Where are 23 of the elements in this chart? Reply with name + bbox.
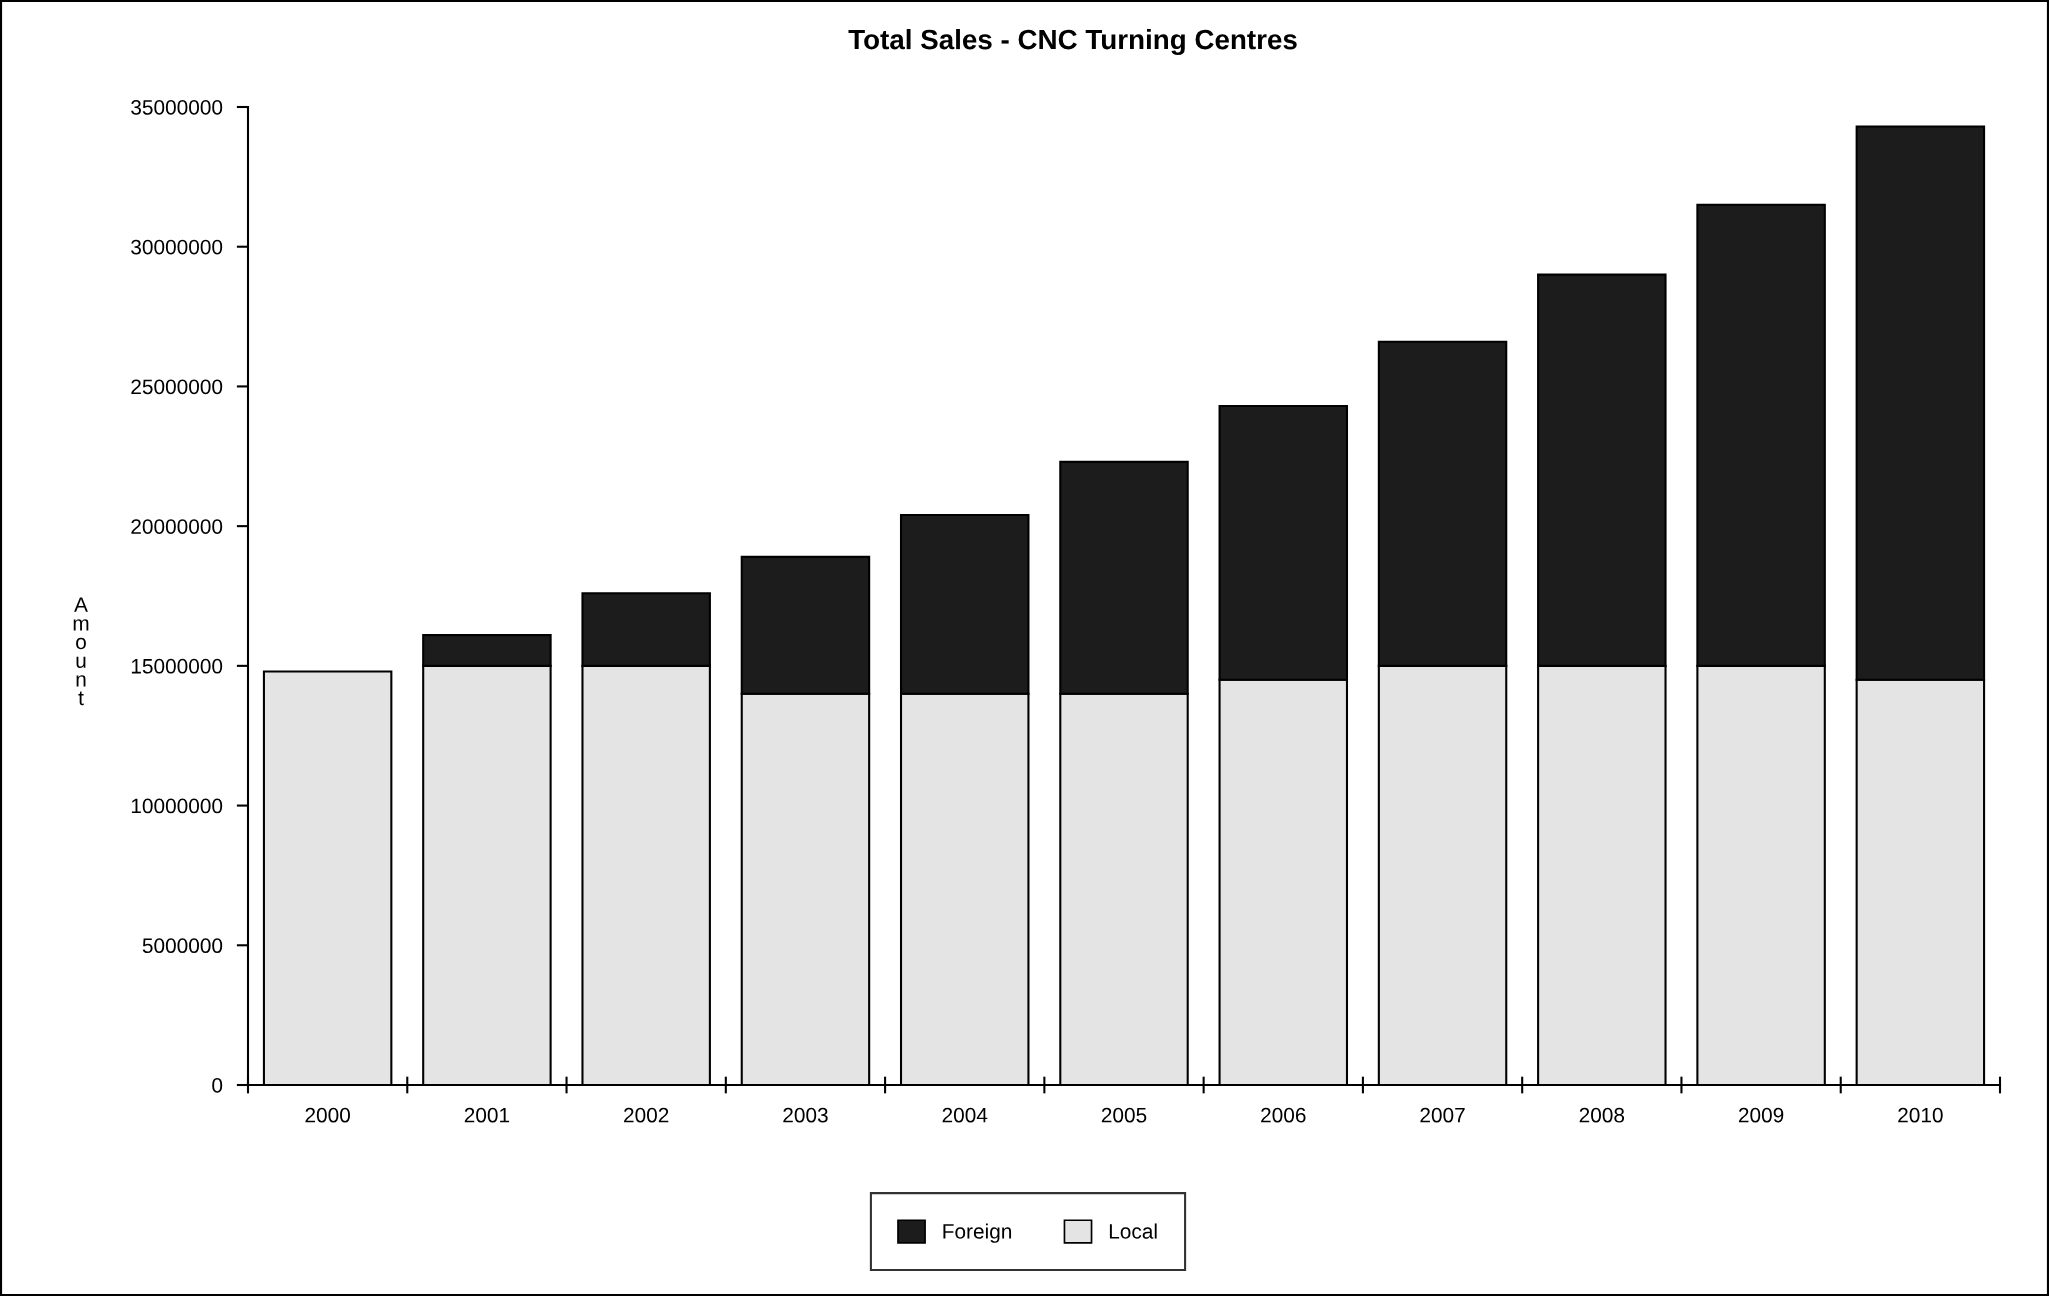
y-tick-label: 0 bbox=[212, 1078, 223, 1093]
y-tick-label: 10000000 bbox=[131, 798, 223, 814]
legend-label: Foreign bbox=[943, 1223, 1012, 1243]
y-axis-title: Amount bbox=[73, 597, 89, 706]
x-tick-label: 2002 bbox=[624, 1107, 669, 1123]
y-tick-label: 5000000 bbox=[142, 938, 223, 954]
x-tick-label: 2008 bbox=[1579, 1107, 1625, 1123]
y-tick-label: 25000000 bbox=[131, 379, 223, 395]
x-tick-label: 2004 bbox=[942, 1107, 988, 1123]
x-tick-label: 2003 bbox=[783, 1107, 828, 1123]
x-tick-label: 2007 bbox=[1420, 1107, 1465, 1123]
x-tick-label: 2001 bbox=[464, 1107, 510, 1123]
x-tick-label: 2006 bbox=[1261, 1107, 1306, 1123]
y-tick-label: 15000000 bbox=[131, 658, 223, 674]
legend-label: Local bbox=[1109, 1223, 1157, 1239]
y-tick-label: 20000000 bbox=[131, 519, 223, 534]
x-tick-label: 2005 bbox=[1101, 1107, 1147, 1123]
y-tick-label: 35000000 bbox=[131, 100, 223, 115]
chart-title: Total Sales - CNC Turning Centres bbox=[848, 28, 1297, 56]
x-tick-label: 2000 bbox=[305, 1107, 350, 1123]
x-tick-label: 2009 bbox=[1738, 1107, 1784, 1123]
y-tick-label: 30000000 bbox=[131, 239, 223, 255]
x-tick-label: 2010 bbox=[1898, 1107, 1943, 1123]
